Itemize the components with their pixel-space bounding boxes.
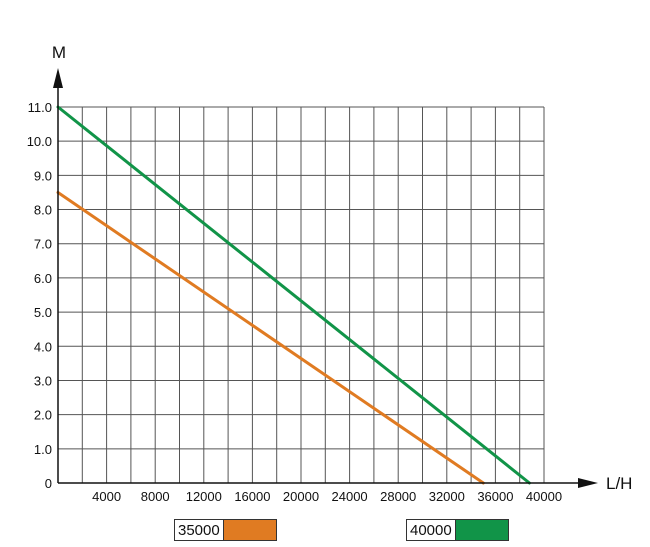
x-tick-label: 12000 (186, 489, 222, 504)
y-axis-label: M (52, 43, 66, 62)
y-axis-arrow (53, 68, 63, 88)
grid (58, 106, 545, 483)
axes: M L/H (52, 43, 633, 493)
series-layer (56, 105, 531, 485)
x-tick-label: 16000 (234, 489, 270, 504)
legend-label: 40000 (406, 519, 455, 541)
x-axis-arrow (578, 478, 598, 488)
x-tick-label: 36000 (477, 489, 513, 504)
y-tick-label: 3.0 (34, 373, 52, 388)
x-tick-label: 20000 (283, 489, 319, 504)
x-axis-label: L/H (606, 474, 632, 493)
y-tick-label: 1.0 (34, 442, 52, 457)
y-tick-label: 11.0 (28, 100, 52, 115)
x-tick-label: 32000 (429, 489, 465, 504)
series-line-40000 (56, 105, 531, 485)
x-tick-label: 40000 (526, 489, 562, 504)
legend-item-35000: 35000 (174, 519, 277, 541)
y-tick-label: 7.0 (34, 237, 52, 252)
x-tick-labels: 4000 8000 12000 16000 20000 24000 28000 32000 36… (92, 489, 562, 504)
y-tick-label: 9.0 (34, 168, 52, 183)
x-tick-label: 4000 (92, 489, 121, 504)
legend-swatch (454, 519, 509, 541)
y-tick-label: 5.0 (34, 305, 52, 320)
y-tick-labels: 0 1.0 2.0 3.0 4.0 5.0 6.0 7.0 8.0 9.0 10.0 11.0 (27, 100, 52, 491)
series-line-35000 (56, 191, 485, 485)
x-tick-label: 8000 (141, 489, 170, 504)
legend-item-40000: 40000 (406, 519, 509, 541)
y-tick-label: 10.0 (27, 134, 52, 149)
x-tick-label: 28000 (380, 489, 416, 504)
y-tick-label: 2.0 (34, 408, 52, 423)
y-tick-label: 6.0 (34, 271, 52, 286)
legend-label: 35000 (174, 519, 223, 541)
y-tick-label: 8.0 (34, 203, 52, 218)
y-tick-label: 4.0 (34, 339, 52, 354)
y-tick-label: 0 (45, 476, 52, 491)
legend-swatch (222, 519, 277, 541)
x-tick-label: 24000 (332, 489, 368, 504)
